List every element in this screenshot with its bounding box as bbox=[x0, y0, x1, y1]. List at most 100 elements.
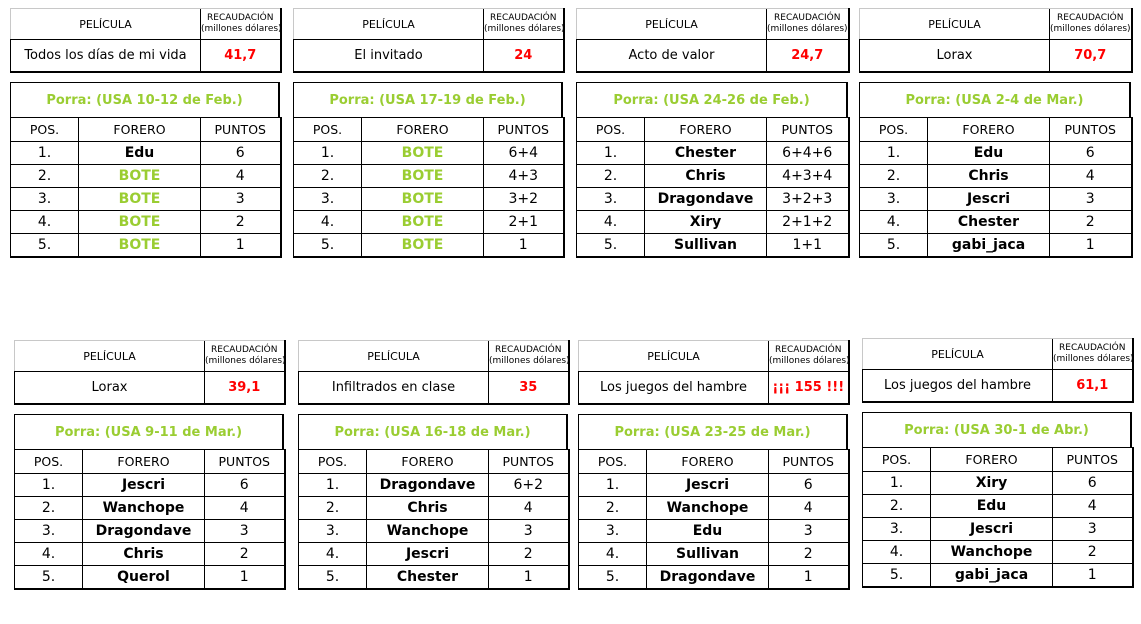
recaudacion-unit: (millones dólares) bbox=[767, 24, 848, 34]
points: 1 bbox=[483, 233, 565, 258]
points: 3 bbox=[488, 519, 570, 543]
points: 1 bbox=[1052, 563, 1134, 588]
ranking-row: 4. BOTE 2+1 bbox=[293, 210, 565, 234]
ranking-row: 1. Jescri 6 bbox=[578, 473, 850, 497]
film-header: PELÍCULA RECAUDACIÓN (millones dólares) bbox=[293, 8, 565, 39]
ranking-row: 4. Xiry 2+1+2 bbox=[576, 210, 850, 234]
puntos-header: PUNTOS bbox=[766, 117, 850, 142]
forero-name: gabi_jaca bbox=[930, 563, 1053, 588]
ranking-row: 5. Dragondave 1 bbox=[578, 565, 850, 590]
points: 4 bbox=[204, 496, 286, 520]
film-title: Lorax bbox=[859, 39, 1050, 73]
position: 5. bbox=[859, 233, 928, 258]
film-header: PELÍCULA RECAUDACIÓN (millones dólares) bbox=[298, 340, 570, 371]
points: 4+3 bbox=[483, 164, 565, 188]
pelicula-label: PELÍCULA bbox=[859, 8, 1050, 39]
position: 2. bbox=[578, 496, 647, 520]
porra-card: PELÍCULA RECAUDACIÓN (millones dólares) … bbox=[576, 8, 850, 258]
film-value-row: Lorax 70,7 bbox=[859, 39, 1133, 73]
position: 4. bbox=[576, 210, 645, 234]
points: 3+2+3 bbox=[766, 187, 850, 211]
pelicula-label: PELÍCULA bbox=[862, 338, 1053, 369]
pos-header: POS. bbox=[293, 117, 362, 142]
ranking-header: POS. FORERO PUNTOS bbox=[862, 447, 1134, 472]
ranking-row: 3. BOTE 3+2 bbox=[293, 187, 565, 211]
position: 5. bbox=[10, 233, 79, 258]
pelicula-label: PELÍCULA bbox=[578, 340, 769, 371]
film-title: Los juegos del hambre bbox=[578, 371, 769, 405]
pelicula-label: PELÍCULA bbox=[10, 8, 201, 39]
forero-name: Xiry bbox=[930, 471, 1053, 495]
film-title: El invitado bbox=[293, 39, 484, 73]
forero-name: BOTE bbox=[78, 187, 201, 211]
recaudacion-title: RECAUDACIÓN bbox=[775, 345, 842, 355]
points: 3 bbox=[768, 519, 850, 543]
points: 6+4+6 bbox=[766, 141, 850, 165]
points: 2 bbox=[1049, 210, 1133, 234]
points: 2 bbox=[768, 542, 850, 566]
porra-card: PELÍCULA RECAUDACIÓN (millones dólares) … bbox=[10, 8, 282, 258]
forero-name: Chris bbox=[644, 164, 767, 188]
film-title: Los juegos del hambre bbox=[862, 369, 1053, 403]
forero-name: BOTE bbox=[78, 233, 201, 258]
film-value-row: Todos los días de mi vida 41,7 bbox=[10, 39, 282, 73]
film-title: Acto de valor bbox=[576, 39, 767, 73]
porra-title: Porra: (USA 16-18 de Mar.) bbox=[298, 414, 568, 449]
points: 1 bbox=[768, 565, 850, 590]
ranking-row: 1. Chester 6+4+6 bbox=[576, 141, 850, 165]
forero-name: Dragondave bbox=[366, 473, 489, 497]
forero-name: Jescri bbox=[930, 517, 1053, 541]
pos-header: POS. bbox=[578, 449, 647, 474]
ranking-row: 5. BOTE 1 bbox=[293, 233, 565, 258]
ranking-table: POS. FORERO PUNTOS 1. Xiry 6 2. Edu 4 3.… bbox=[862, 447, 1134, 588]
position: 1. bbox=[578, 473, 647, 497]
forero-name: Edu bbox=[78, 141, 201, 165]
ranking-row: 3. Jescri 3 bbox=[859, 187, 1133, 211]
puntos-header: PUNTOS bbox=[483, 117, 565, 142]
forero-name: Wanchope bbox=[930, 540, 1053, 564]
position: 3. bbox=[293, 187, 362, 211]
forero-header: FORERO bbox=[366, 449, 489, 474]
box-office-amount: 70,7 bbox=[1049, 39, 1133, 73]
box-office-amount: ¡¡¡ 155 !!! bbox=[768, 371, 850, 405]
ranking-row: 2. BOTE 4+3 bbox=[293, 164, 565, 188]
film-header: PELÍCULA RECAUDACIÓN (millones dólares) bbox=[14, 340, 286, 371]
box-office-amount: 41,7 bbox=[200, 39, 282, 73]
ranking-row: 1. Edu 6 bbox=[859, 141, 1133, 165]
recaudacion-label: RECAUDACIÓN (millones dólares) bbox=[483, 8, 565, 39]
recaudacion-title: RECAUDACIÓN bbox=[1059, 343, 1126, 353]
position: 4. bbox=[859, 210, 928, 234]
ranking-row: 2. Chris 4+3+4 bbox=[576, 164, 850, 188]
ranking-row: 3. Jescri 3 bbox=[862, 517, 1134, 541]
points: 6+2 bbox=[488, 473, 570, 497]
position: 2. bbox=[576, 164, 645, 188]
ranking-row: 4. BOTE 2 bbox=[10, 210, 282, 234]
ranking-table: POS. FORERO PUNTOS 1. Edu 6 2. BOTE 4 3.… bbox=[10, 117, 282, 258]
ranking-table: POS. FORERO PUNTOS 1. Dragondave 6+2 2. … bbox=[298, 449, 570, 590]
forero-name: Chester bbox=[644, 141, 767, 165]
position: 5. bbox=[14, 565, 83, 590]
ranking-row: 1. Xiry 6 bbox=[862, 471, 1134, 495]
position: 3. bbox=[14, 519, 83, 543]
position: 3. bbox=[578, 519, 647, 543]
forero-name: Wanchope bbox=[82, 496, 205, 520]
forero-header: FORERO bbox=[82, 449, 205, 474]
recaudacion-label: RECAUDACIÓN (millones dólares) bbox=[1052, 338, 1134, 369]
forero-name: Dragondave bbox=[644, 187, 767, 211]
porra-card: PELÍCULA RECAUDACIÓN (millones dólares) … bbox=[859, 8, 1133, 258]
position: 1. bbox=[576, 141, 645, 165]
pos-header: POS. bbox=[10, 117, 79, 142]
points: 1 bbox=[1049, 233, 1133, 258]
pos-header: POS. bbox=[859, 117, 928, 142]
forero-name: BOTE bbox=[361, 233, 484, 258]
position: 4. bbox=[862, 540, 931, 564]
ranking-row: 1. BOTE 6+4 bbox=[293, 141, 565, 165]
recaudacion-unit: (millones dólares) bbox=[205, 356, 285, 366]
forero-name: BOTE bbox=[361, 141, 484, 165]
film-title: Lorax bbox=[14, 371, 205, 405]
points: 3 bbox=[1049, 187, 1133, 211]
points: 1 bbox=[488, 565, 570, 590]
points: 4 bbox=[768, 496, 850, 520]
recaudacion-unit: (millones dólares) bbox=[1050, 24, 1131, 34]
film-title: Infiltrados en clase bbox=[298, 371, 489, 405]
